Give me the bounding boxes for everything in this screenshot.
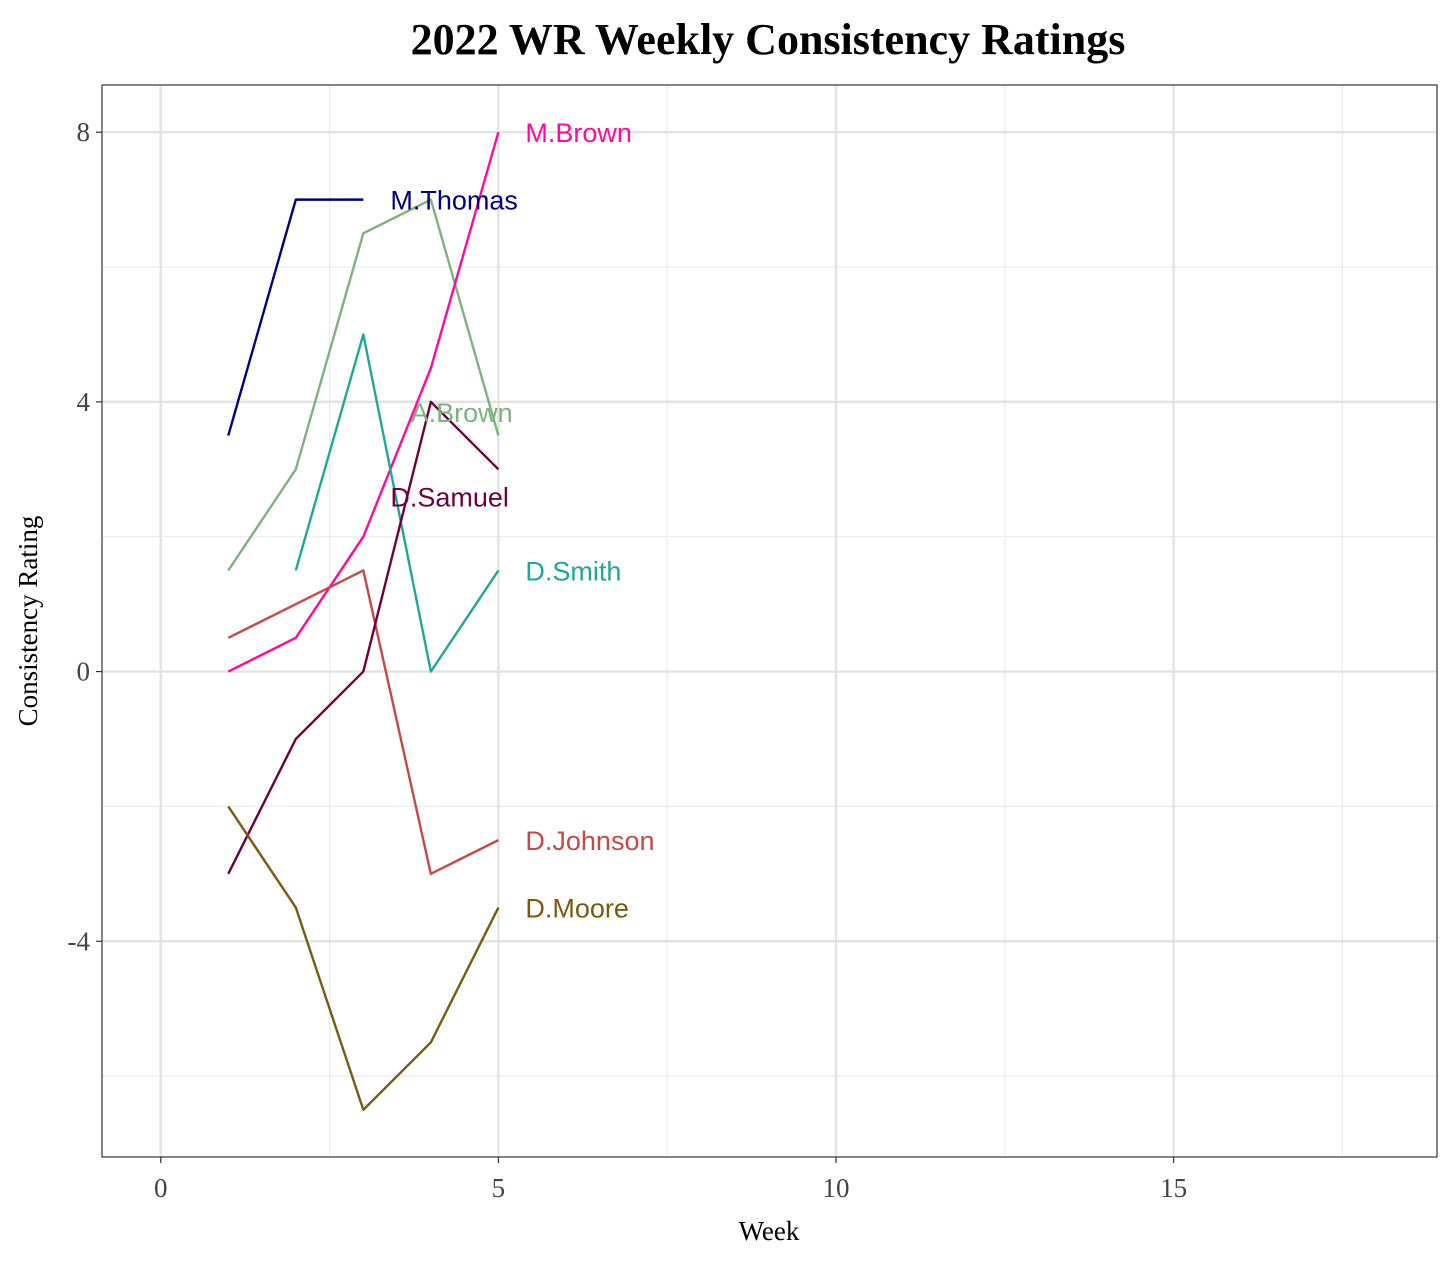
series-label-a-brown: A.Brown bbox=[411, 398, 513, 428]
axis-ticks: 0 5 10 15 -4 0 4 8 bbox=[68, 117, 1188, 1203]
series-label-m-thomas: M.Thomas bbox=[390, 186, 518, 216]
y-tick-label: -4 bbox=[68, 926, 91, 956]
series-line-d-johnson bbox=[227, 569, 499, 876]
series-label-d-samuel: D.Samuel bbox=[390, 482, 509, 512]
plot-panel-border bbox=[101, 84, 1438, 1158]
series-label-d-smith: D.Smith bbox=[525, 556, 621, 586]
y-axis-label: Consistency Rating bbox=[13, 516, 43, 727]
x-tick-label: 10 bbox=[823, 1173, 850, 1203]
series-label-d-moore: D.Moore bbox=[525, 894, 629, 924]
series-label-m-brown: M.Brown bbox=[525, 118, 632, 148]
y-tick-label: 4 bbox=[77, 387, 91, 417]
y-tick-label: 0 bbox=[77, 657, 91, 687]
series-lines bbox=[227, 131, 500, 1112]
x-tick-label: 0 bbox=[154, 1173, 168, 1203]
series-line-m-brown bbox=[227, 131, 500, 673]
grid bbox=[102, 85, 1437, 1157]
series-line-a-brown bbox=[227, 198, 500, 572]
x-tick-label: 5 bbox=[492, 1173, 506, 1203]
series-line-d-smith bbox=[294, 333, 500, 673]
y-tick-label: 8 bbox=[77, 117, 91, 147]
chart-title: 2022 WR Weekly Consistency Ratings bbox=[411, 15, 1126, 64]
x-axis-label: Week bbox=[739, 1216, 800, 1246]
x-tick-label: 15 bbox=[1160, 1173, 1187, 1203]
series-line-d-samuel bbox=[227, 400, 500, 875]
series-line-d-moore bbox=[227, 805, 500, 1112]
series-line-m-thomas bbox=[227, 198, 364, 436]
series-label-d-johnson: D.Johnson bbox=[525, 826, 654, 856]
series-labels: M.Thomas A.Brown M.Brown D.Smith D.Johnson D.… bbox=[390, 118, 654, 923]
